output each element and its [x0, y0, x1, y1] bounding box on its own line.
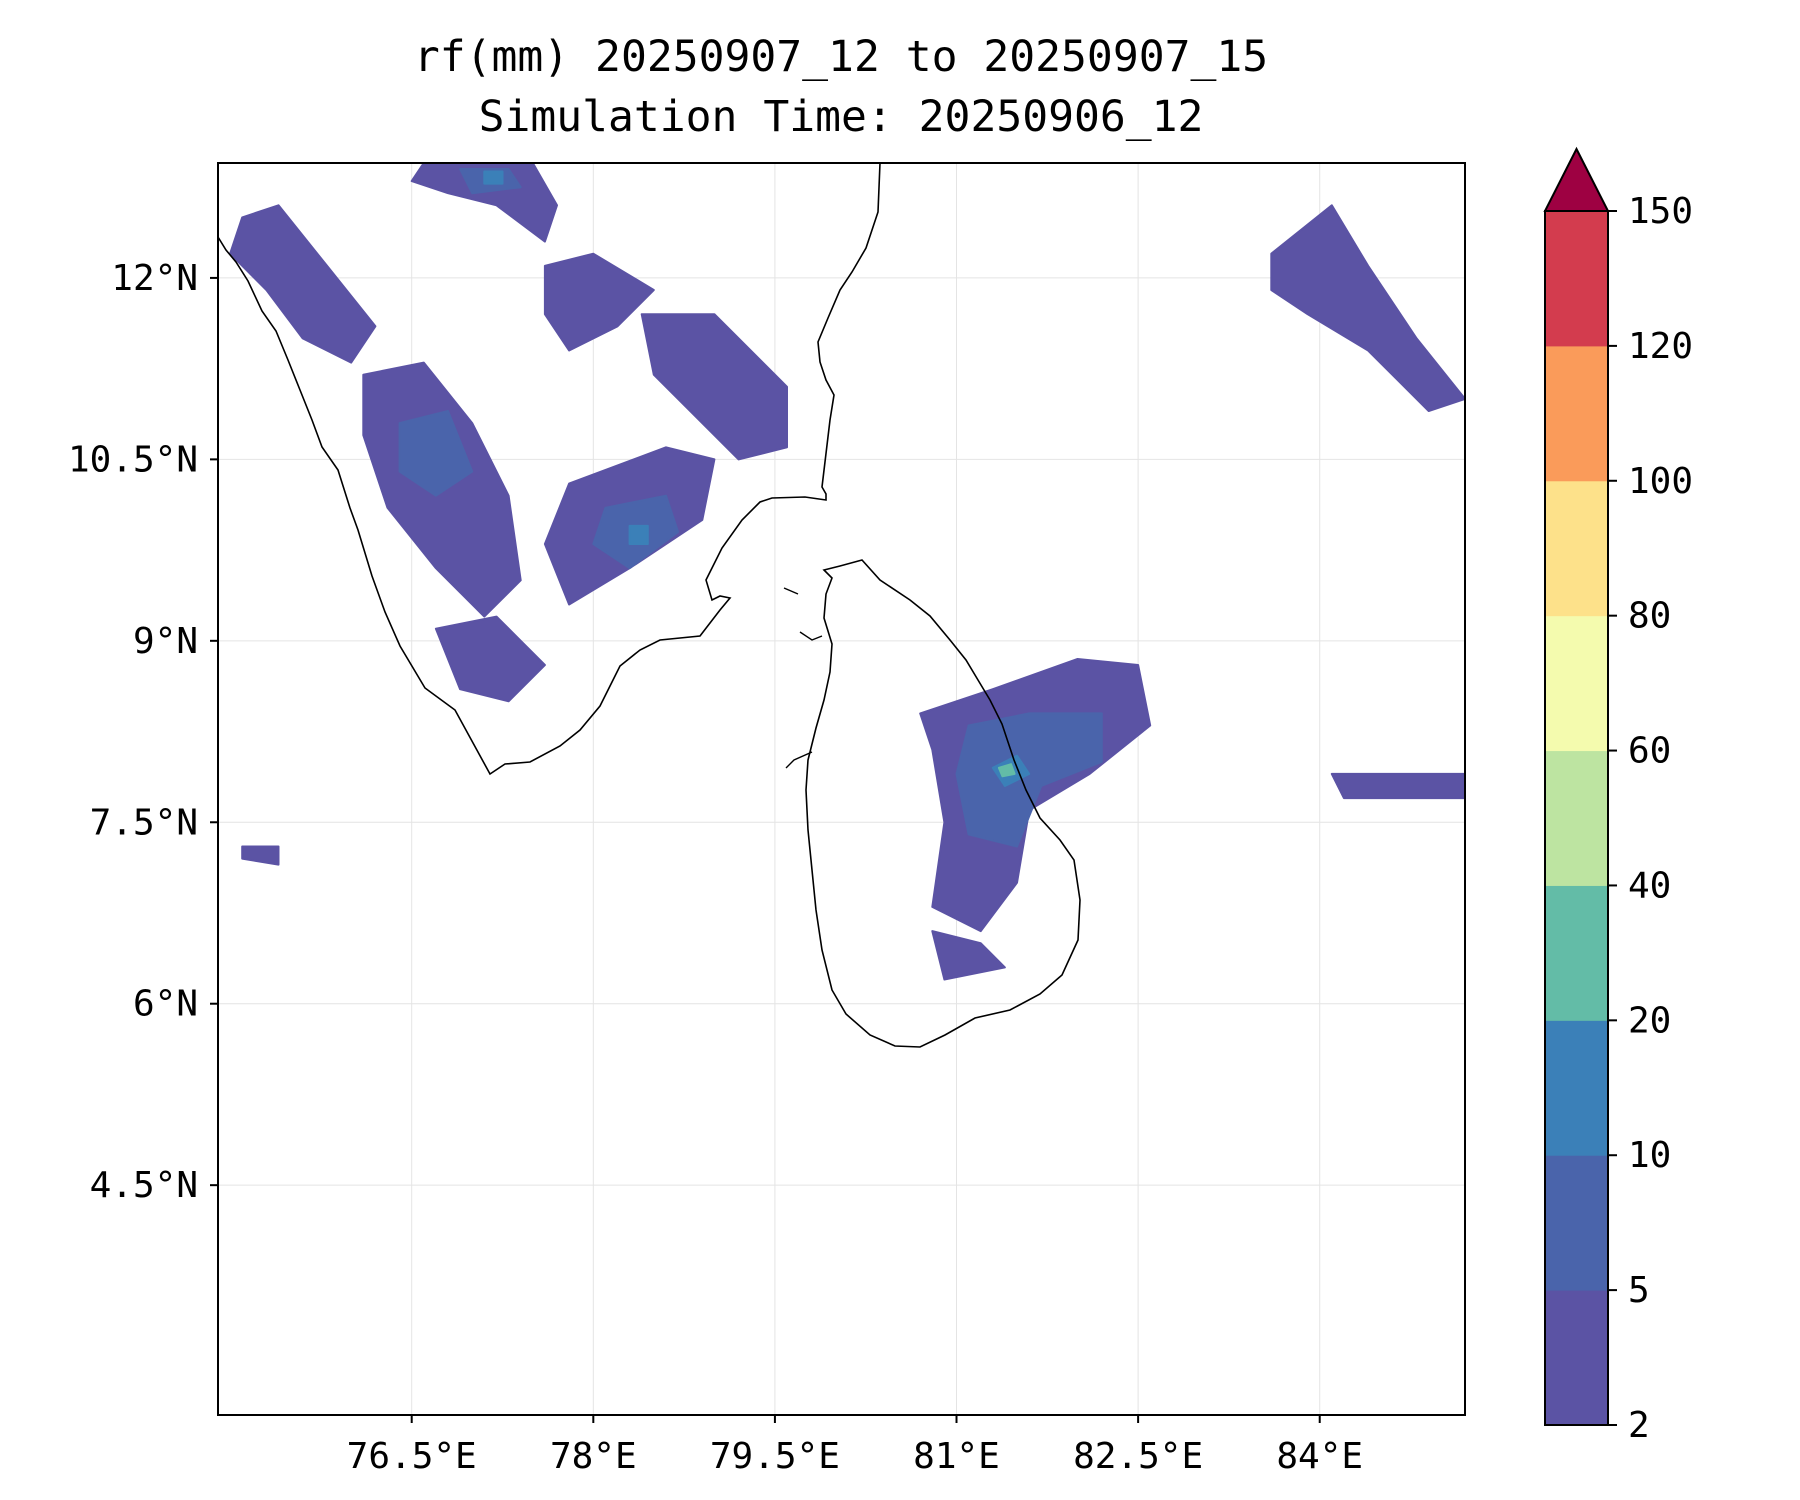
- colorbar-tick-label: 2: [1628, 1405, 1650, 1446]
- y-tick-label: 7.5°N: [90, 802, 198, 843]
- rain-north-kerala-western-ghats: [229, 204, 377, 364]
- y-axis: 4.5°N 6°N 7.5°N 9°N 10.5°N 12°N: [68, 258, 218, 1206]
- chart-subtitle: Simulation Time: 20250906_12: [478, 92, 1204, 142]
- rainfall-contours: [229, 163, 1465, 981]
- x-tick-label: 81°E: [913, 1436, 1000, 1477]
- rain-laccadive-patch: [241, 845, 280, 866]
- x-tick-label: 82.5°E: [1073, 1436, 1203, 1477]
- mannar-coast-detail: [783, 587, 823, 769]
- y-tick-label: 12°N: [111, 258, 198, 299]
- rain-salem-band: [543, 252, 655, 352]
- colorbar-tick-label: 150: [1628, 191, 1693, 232]
- y-tick-label: 4.5°N: [90, 1165, 198, 1206]
- colorbar-swatch-0: [1545, 1290, 1608, 1426]
- rain-bay-of-bengal-east: [1330, 772, 1465, 800]
- rain-madurai-peak: [628, 524, 649, 545]
- map-background: [218, 163, 1465, 1415]
- y-tick-label: 6°N: [133, 984, 198, 1025]
- sri-lanka-coastline: [805, 559, 1081, 1048]
- india-coastline: [218, 163, 881, 776]
- rain-kanyakumari-patch: [434, 615, 546, 703]
- colorbar-tick-label: 60: [1628, 731, 1671, 772]
- colorbar-tick-label: 100: [1628, 461, 1693, 502]
- x-tick-label: 76.5°E: [347, 1436, 477, 1477]
- map-frame: [217, 162, 1466, 1416]
- colorbar-tick-label: 20: [1628, 1000, 1671, 1041]
- rain-batticaloa-peak-inner: [997, 763, 1016, 778]
- colorbar-swatch-8: [1545, 211, 1608, 347]
- colorbar-extend-arrow: [1543, 146, 1610, 212]
- rain-bay-of-bengal-northeast: [1270, 204, 1465, 412]
- colorbar-tick-label: 5: [1628, 1270, 1650, 1311]
- colorbar-swatch-4: [1545, 750, 1608, 886]
- colorbar-tick-label: 80: [1628, 596, 1671, 637]
- coastlines: [218, 163, 1081, 1048]
- x-tick-label: 78°E: [550, 1436, 637, 1477]
- y-tick-label: 9°N: [133, 621, 198, 662]
- colorbar-swatch-2: [1545, 1020, 1608, 1156]
- y-tick-label: 10.5°N: [68, 439, 198, 480]
- colorbar-swatch-3: [1545, 885, 1608, 1021]
- colorbar-tick-label: 40: [1628, 865, 1671, 906]
- rain-nilgiris-peak: [483, 170, 504, 185]
- rain-kerala-ghats-core: [398, 410, 474, 497]
- rain-nilgiris-band: [410, 163, 558, 243]
- rain-east-sri-lanka-core: [955, 712, 1103, 848]
- colorbar-swatch-7: [1545, 345, 1608, 482]
- x-axis: 76.5°E 78°E 79.5°E 81°E 82.5°E 84°E: [347, 1415, 1363, 1477]
- colorbar: 2 5 10 20 40 60 80 100 120 150: [1543, 146, 1693, 1446]
- chart-title: rf(mm) 20250907_12 to 20250907_15: [413, 32, 1269, 82]
- x-tick-label: 84°E: [1276, 1436, 1363, 1477]
- rain-trichy-band: [640, 313, 788, 461]
- colorbar-tick-label: 120: [1628, 326, 1693, 367]
- rain-south-sri-lanka-patch: [931, 930, 1006, 981]
- colorbar-swatch-1: [1545, 1155, 1608, 1291]
- x-tick-label: 79.5°E: [710, 1436, 840, 1477]
- colorbar-tick-label: 10: [1628, 1135, 1671, 1176]
- colorbar-swatch-5: [1545, 615, 1608, 752]
- colorbar-frame: [1544, 210, 1609, 1426]
- colorbar-swatch-6: [1545, 480, 1608, 617]
